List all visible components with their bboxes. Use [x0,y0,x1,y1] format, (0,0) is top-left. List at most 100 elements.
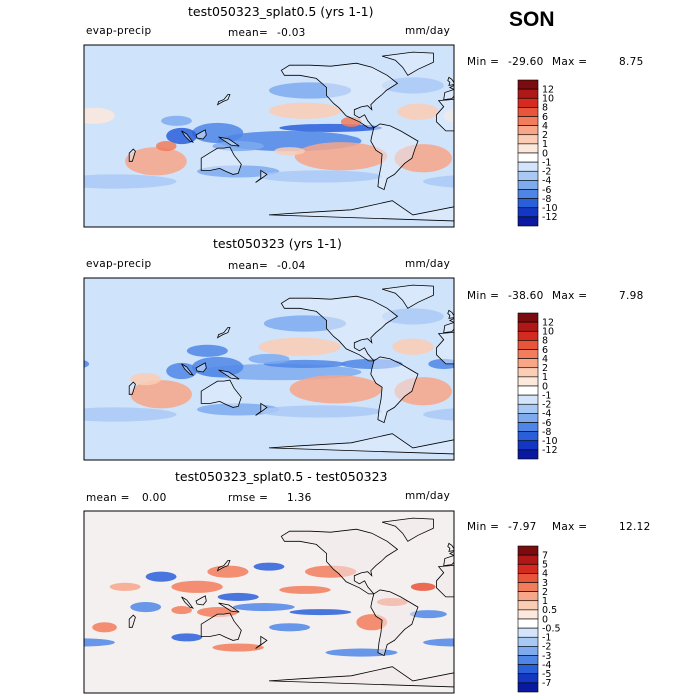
field-contour [145,571,177,582]
field-contour [480,583,511,591]
panel1-mean-value: -0.03 [277,27,306,39]
field-contour [22,339,63,355]
field-contour [217,592,259,601]
field-contour [567,364,700,380]
field-contour [155,141,177,152]
colorbar-swatch [517,422,539,432]
coastline-greenland [381,51,434,76]
colorbar-tick-label: -7 [542,678,551,689]
field-contour [258,337,341,356]
coastline-madagascar [128,148,136,162]
field-contour [588,593,629,601]
field-contour [629,170,700,182]
colorbar-swatch [517,367,539,378]
coastline-eurasia [443,551,454,567]
colorbar-swatch [517,403,539,414]
colorbar-swatch [517,385,539,396]
field-contour [618,354,659,364]
panel3-max-value: 12.12 [619,521,651,533]
panel3-rmse-value: 1.36 [287,492,312,504]
field-contour [191,122,244,144]
colorbar-tick-label: -6 [542,418,551,429]
field-contour [233,603,295,612]
colorbar-swatch [517,170,539,181]
field-contour [325,648,398,657]
field-contour [0,124,12,132]
field-contour [567,403,649,415]
field-contour [92,622,117,633]
coastline-newzealand [255,169,268,183]
coastline-australia [200,379,242,408]
field-contour [634,360,700,368]
field-contour [577,566,618,578]
field-contour [130,373,162,386]
colorbar-swatch [517,79,539,90]
field-contour [289,609,352,616]
field-contour [24,377,82,405]
panel1-units: mm/day [405,25,451,37]
colorbar-swatch [517,394,539,405]
colorbar-swatch [517,582,539,592]
field-contour [41,583,66,591]
colorbar-tick-label: 10 [542,327,554,338]
field-contour [0,614,17,630]
panel1-min-label: Min = [467,56,500,68]
field-contour [197,403,280,416]
field-contour [629,338,700,356]
panel3-title: test050323_splat0.5 - test050323 [175,469,388,484]
field-contour [84,638,115,647]
colorbar-tick-label: 4 [542,569,548,580]
field-contour [410,582,436,591]
field-contour [409,610,447,619]
colorbar-tick-label: 8 [542,103,548,114]
field-contour [253,562,285,571]
colorbar-tick-label: -10 [542,436,558,447]
colorbar-swatch [517,330,539,341]
colorbar-swatch [517,321,539,332]
panel2-min-value: -38.60 [508,290,544,302]
field-contour [675,566,700,578]
panel3-min-value: -7.97 [508,521,537,533]
field-contour [582,141,633,151]
panel2-mean-value: -0.04 [277,260,306,272]
colorbar-tick-label: -4 [542,176,551,187]
coastline-madagascar [128,614,136,628]
colorbar-tick-label: 6 [542,345,548,356]
coastline-borneo [195,595,207,606]
field-contour [171,580,223,593]
colorbar-swatch [517,682,539,693]
field-contour [624,563,655,571]
colorbar-swatch [517,116,539,126]
coastline-northamerica [280,528,399,595]
colorbar-swatch [517,563,539,574]
colorbar-swatch [517,609,539,620]
field-contour [84,174,177,189]
coastline-sumatra [181,130,194,143]
field-contour [0,405,12,417]
field-contour [644,147,675,155]
colorbar-swatch [517,349,539,359]
field-contour [289,375,383,404]
colorbar-swatch [517,125,539,136]
field-contour [212,643,264,652]
map-panel-1 [0,44,700,228]
field-contour [423,408,454,421]
field-contour [397,103,439,120]
field-contour [166,362,198,380]
colorbar-tick-label: 1 [542,372,548,383]
map-panel-3 [0,510,700,694]
colorbar-swatch [517,646,539,656]
colorbar-tick-label: 2 [542,130,548,141]
colorbar-tick-label: 10 [542,94,554,105]
field-contour [258,405,383,418]
coastline-greenland [381,284,434,309]
field-contour [557,345,598,357]
colorbar-swatch [517,440,539,451]
colorbar-swatch [517,573,539,583]
panel3-mean-value: 0.00 [142,492,167,504]
colorbar-swatch [517,449,539,460]
colorbar-swatch [517,554,539,565]
colorbar-swatch [517,207,539,218]
panel1-mean-label: mean= [228,27,269,39]
field-contour [423,175,454,188]
